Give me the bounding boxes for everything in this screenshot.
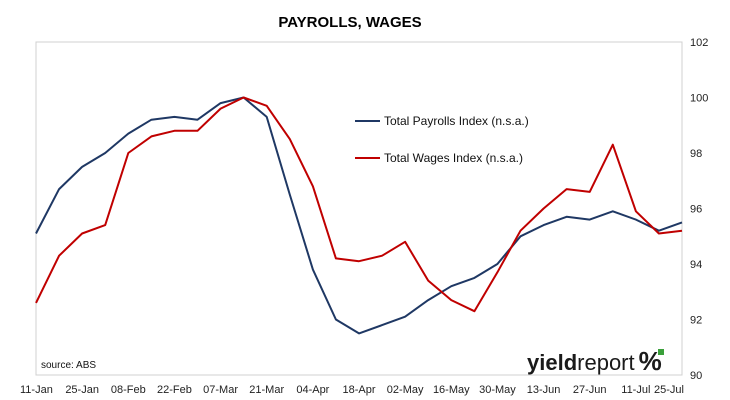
- x-tick-label: 25-Jan: [65, 384, 99, 396]
- x-tick-label: 13-Jun: [527, 384, 561, 396]
- series-line-wages: [35, 96, 683, 313]
- x-tick-label: 16-May: [433, 384, 470, 396]
- x-tick-label: 22-Feb: [157, 384, 192, 396]
- x-tick-label: 21-Mar: [249, 384, 284, 396]
- x-tick-label: 02-May: [387, 384, 424, 396]
- series-lines: [35, 96, 683, 335]
- y-tick-label: 100: [690, 93, 708, 105]
- x-tick-label: 07-Mar: [203, 384, 238, 396]
- y-tick-label: 92: [690, 315, 702, 327]
- x-tick-label: 08-Feb: [111, 384, 146, 396]
- y-tick-label: 90: [690, 370, 702, 382]
- x-tick-label: 30-May: [479, 384, 516, 396]
- y-axis: 90 92 94 96 98 100 102: [690, 37, 708, 382]
- logo-text: yieldreport%: [527, 346, 662, 376]
- x-tick-label: 27-Jun: [573, 384, 607, 396]
- x-tick-label: 11-Jan: [20, 384, 53, 396]
- legend: Total Payrolls Index (n.s.a.) Total Wage…: [355, 114, 529, 165]
- y-tick-label: 94: [690, 259, 702, 271]
- yieldreport-logo: yieldreport%: [527, 346, 664, 376]
- y-tick-label: 98: [690, 148, 702, 160]
- plot-area: [35, 41, 683, 376]
- logo-accent-mark: [658, 349, 664, 355]
- chart-title: PAYROLLS, WAGES: [278, 14, 421, 31]
- legend-label-payrolls: Total Payrolls Index (n.s.a.): [384, 114, 529, 128]
- series-line-payrolls: [35, 96, 683, 335]
- y-tick-label: 102: [690, 37, 708, 49]
- x-tick-label: 18-Apr: [342, 384, 375, 396]
- x-tick-label: 25-Jul: [654, 384, 684, 396]
- x-tick-label: 04-Apr: [296, 384, 329, 396]
- legend-label-wages: Total Wages Index (n.s.a.): [384, 151, 523, 165]
- source-note: source: ABS: [41, 360, 96, 371]
- y-tick-label: 96: [690, 204, 702, 216]
- x-axis: 11-Jan 25-Jan 08-Feb 22-Feb 07-Mar 21-Mar 04-A…: [20, 384, 684, 396]
- x-tick-label: 11-Jul: [621, 384, 650, 396]
